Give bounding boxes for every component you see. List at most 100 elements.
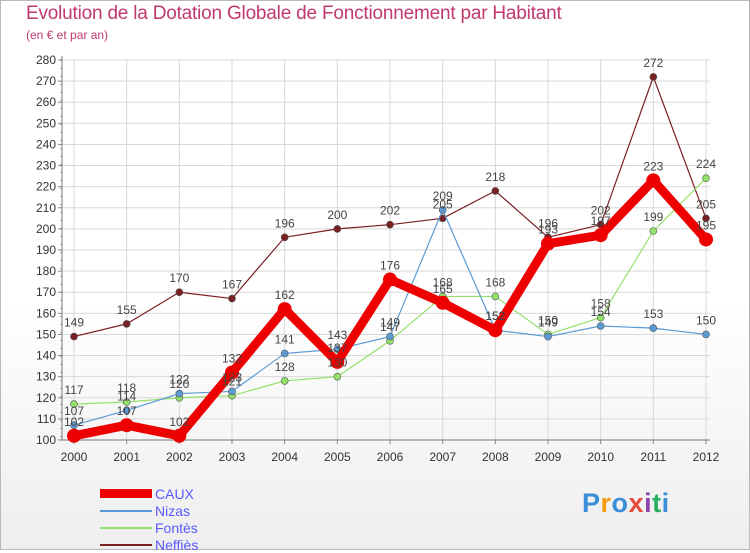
data-point-neffies xyxy=(70,332,78,341)
data-label-fontes: 150 xyxy=(538,313,558,327)
data-label-fontes: 147 xyxy=(380,320,400,334)
data-label-neffies: 218 xyxy=(485,170,505,184)
data-point-nizas xyxy=(596,322,605,330)
y-tick-label: 150 xyxy=(36,327,56,341)
data-label-neffies: 149 xyxy=(64,316,84,330)
data-label-fontes: 120 xyxy=(169,377,189,391)
data-point-neffies xyxy=(596,220,605,229)
logo-letter: i xyxy=(644,488,653,518)
data-point-caux xyxy=(277,302,292,317)
y-tick-label: 260 xyxy=(36,95,56,109)
data-label-caux: 176 xyxy=(380,259,400,273)
data-label-fontes: 118 xyxy=(117,381,136,395)
data-point-nizas xyxy=(70,421,78,430)
data-point-neffies xyxy=(228,294,236,303)
data-point-caux xyxy=(67,428,81,443)
legend-item-fontes: Fontès xyxy=(100,519,198,536)
data-point-nizas xyxy=(544,332,552,341)
x-tick-label: 2012 xyxy=(693,450,720,464)
data-point-fontes xyxy=(491,292,500,301)
legend-label-neffies: Neffiès xyxy=(155,536,199,553)
y-tick-label: 180 xyxy=(36,264,56,278)
data-point-nizas xyxy=(649,324,658,332)
y-tick-label: 210 xyxy=(36,201,56,215)
y-tick-label: 280 xyxy=(36,53,56,67)
data-label-neffies: 205 xyxy=(433,197,453,211)
data-label-caux: 152 xyxy=(485,309,505,323)
legend-label-fontes: Fontès xyxy=(155,519,198,536)
data-point-caux xyxy=(435,295,450,310)
data-label-neffies: 205 xyxy=(696,197,716,211)
data-label-caux: 102 xyxy=(169,415,189,429)
data-label-caux: 193 xyxy=(538,223,558,237)
grid-lines xyxy=(62,59,710,441)
data-label-nizas: 123 xyxy=(222,370,242,384)
chart-legend: CAUX Nizas Fontès Neffiès xyxy=(100,485,198,553)
data-point-nizas xyxy=(122,406,131,415)
data-label-nizas: 107 xyxy=(64,404,84,418)
data-point-caux xyxy=(541,236,555,251)
data-label-neffies: 196 xyxy=(275,216,295,230)
x-tick-label: 2002 xyxy=(166,450,193,464)
y-tick-label: 190 xyxy=(36,243,56,257)
proxiti-logo: Proxiti xyxy=(582,488,670,519)
x-tick-label: 2011 xyxy=(640,450,666,464)
x-tick-label: 2009 xyxy=(535,450,562,464)
data-label-neffies: 167 xyxy=(222,278,242,292)
data-point-caux xyxy=(172,428,187,443)
data-point-nizas xyxy=(228,387,236,396)
legend-swatch-neffies xyxy=(100,543,152,546)
y-tick-label: 130 xyxy=(36,370,56,384)
data-label-nizas: 209 xyxy=(433,189,453,203)
legend-label-caux: CAUX xyxy=(155,485,194,502)
data-point-fontes xyxy=(702,174,710,183)
data-label-caux: 197 xyxy=(591,214,611,228)
data-point-fontes xyxy=(122,398,131,406)
data-label-nizas: 141 xyxy=(275,332,295,346)
logo-letter: x xyxy=(628,488,645,518)
data-point-neffies xyxy=(702,214,710,223)
data-label-fontes: 121 xyxy=(222,375,242,389)
legend-item-caux: CAUX xyxy=(100,485,198,502)
data-label-caux: 223 xyxy=(643,159,663,173)
y-tick-label: 160 xyxy=(36,306,56,320)
chart-axes: 1001101201301401501601701801902002102202… xyxy=(36,53,720,464)
data-point-fontes xyxy=(649,227,658,235)
data-label-nizas: 154 xyxy=(591,305,611,319)
data-label-nizas: 149 xyxy=(380,316,400,330)
data-labels: 149 155 170 167 196 200 202 205 218 196 202 272 205 1… xyxy=(64,56,716,429)
x-tick-label: 2000 xyxy=(61,450,88,464)
data-point-neffies xyxy=(649,73,658,81)
data-label-nizas: 153 xyxy=(643,307,663,321)
y-tick-label: 140 xyxy=(36,349,56,363)
data-point-neffies xyxy=(386,220,394,229)
data-label-neffies: 272 xyxy=(643,56,663,70)
x-tick-label: 2006 xyxy=(377,450,404,464)
data-label-caux: 137 xyxy=(327,341,347,355)
x-tick-label: 2010 xyxy=(587,450,614,464)
data-point-nizas xyxy=(175,389,184,398)
data-label-nizas: 149 xyxy=(538,316,558,330)
data-label-neffies: 170 xyxy=(169,271,189,285)
data-label-caux: 195 xyxy=(696,218,716,232)
logo-letter: t xyxy=(652,488,662,518)
data-point-caux xyxy=(330,354,345,369)
y-tick-label: 230 xyxy=(36,159,56,173)
legend-item-nizas: Nizas xyxy=(100,502,198,519)
data-label-caux: 102 xyxy=(64,415,84,429)
data-label-fontes: 224 xyxy=(696,157,716,171)
data-label-neffies: 202 xyxy=(591,204,611,218)
data-label-nizas: 143 xyxy=(327,328,347,342)
data-label-caux: 162 xyxy=(275,288,295,302)
data-point-neffies xyxy=(175,288,184,297)
data-point-neffies xyxy=(491,187,500,195)
data-label-nizas: 114 xyxy=(117,389,136,403)
logo-letter: i xyxy=(661,488,670,518)
data-label-neffies: 200 xyxy=(327,208,347,222)
y-tick-label: 240 xyxy=(36,137,56,151)
data-label-fontes: 158 xyxy=(591,297,611,311)
y-tick-label: 100 xyxy=(36,433,56,447)
data-point-fontes xyxy=(596,313,605,322)
data-point-caux xyxy=(699,232,713,247)
x-tick-label: 2008 xyxy=(482,450,509,464)
